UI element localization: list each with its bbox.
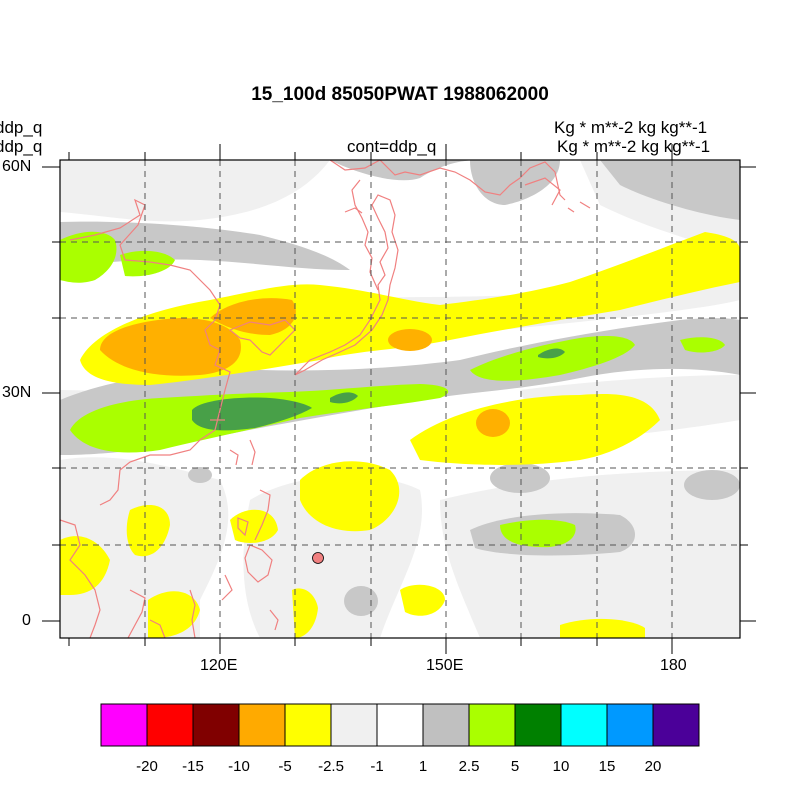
- colorbar-box: [146, 703, 194, 747]
- lon-label-180: 180: [660, 657, 687, 674]
- colorbar-box: [100, 703, 148, 747]
- grid-lines: [60, 160, 740, 638]
- colorbar-box: [652, 703, 700, 747]
- yellow-shading: [60, 232, 740, 638]
- lat-label-60n: 60N: [2, 158, 32, 175]
- darkgreen-shading: [192, 348, 565, 431]
- lat-label-30n: 30N: [2, 384, 32, 401]
- colorbar-label: 1: [418, 758, 428, 775]
- lon-label-120e: 120E: [200, 657, 238, 674]
- colorbar-label: -10: [228, 758, 250, 775]
- center-label: cont=ddp_q: [347, 137, 437, 156]
- lat-label-0: 0: [22, 612, 31, 629]
- colorbar-box: [284, 703, 332, 747]
- colorbar-box: [560, 703, 608, 747]
- colorbar: [100, 703, 700, 747]
- colorbar-label: 15: [598, 758, 616, 775]
- right-label-1: Kg * m**-2 kg kg**-1: [554, 118, 708, 137]
- left-label-1: ddp_q: [0, 118, 43, 137]
- colorbar-label: 2.5: [458, 758, 480, 775]
- colorbar-box: [468, 703, 516, 747]
- colorbar-box: [514, 703, 562, 747]
- colorbar-label: -2.5: [318, 758, 344, 775]
- coastline: [60, 160, 591, 638]
- colorbar-box: [238, 703, 286, 747]
- map-frame: [59, 159, 741, 639]
- orange-shading: [100, 298, 510, 437]
- colorbar-box: [192, 703, 240, 747]
- colorbar-label: -1: [370, 758, 384, 775]
- colorbar-label: 20: [644, 758, 662, 775]
- colorbar-label: -20: [136, 758, 158, 775]
- lon-label-150e: 150E: [426, 657, 464, 674]
- colorbar-box: [422, 703, 470, 747]
- left-label-2: ddp_q: [0, 137, 43, 156]
- colorbar-box: [606, 703, 654, 747]
- colorbar-box: [376, 703, 424, 747]
- station-marker: [312, 552, 324, 564]
- colorbar-label: 5: [510, 758, 520, 775]
- axis-ticks: [42, 144, 756, 654]
- colorbar-label: -5: [278, 758, 292, 775]
- colorbar-label: 10: [552, 758, 570, 775]
- colorbar-label: -15: [182, 758, 204, 775]
- colorbar-box: [330, 703, 378, 747]
- map-title: 15_100d 85050PWAT 1988062000: [251, 84, 549, 105]
